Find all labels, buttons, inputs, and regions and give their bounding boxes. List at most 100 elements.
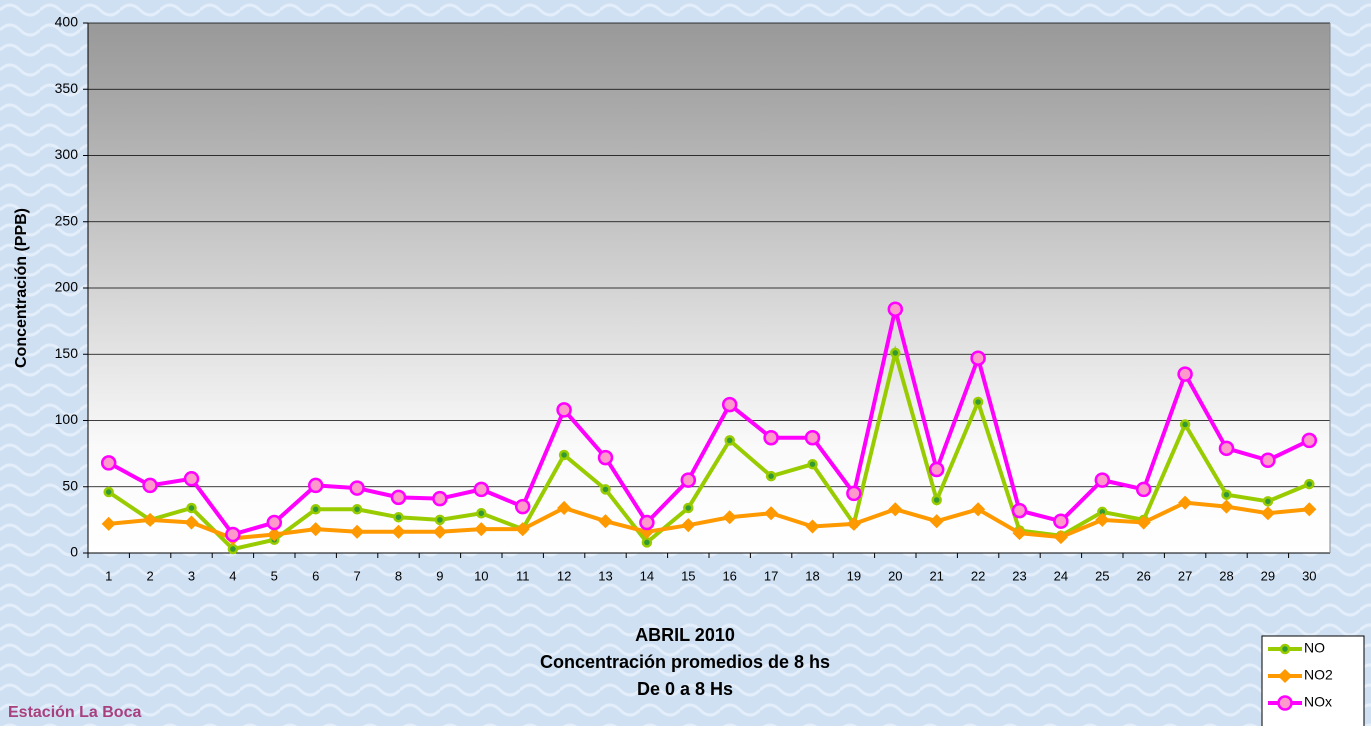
x-tick-label: 8 (395, 568, 402, 583)
data-point (312, 505, 320, 513)
data-point (930, 463, 943, 476)
data-point (684, 504, 692, 512)
data-point (1096, 474, 1109, 487)
x-tick-label: 26 (1136, 568, 1150, 583)
data-point (144, 479, 157, 492)
legend-label: NO (1304, 640, 1325, 656)
data-point (226, 528, 239, 541)
data-point (889, 303, 902, 316)
chart: Concentración (PPB) ABRIL 2010 Concentra… (0, 0, 1371, 726)
y-tick-label: 150 (55, 345, 79, 361)
x-tick-label: 14 (640, 568, 654, 583)
data-point (475, 483, 488, 496)
x-tick-label: 3 (188, 568, 195, 583)
data-point (1303, 434, 1316, 447)
x-tick-label: 30 (1302, 568, 1316, 583)
x-tick-label: 5 (271, 568, 278, 583)
data-point (436, 516, 444, 524)
legend-marker (1279, 697, 1292, 710)
x-tick-label: 19 (847, 568, 861, 583)
data-point (972, 352, 985, 365)
data-point (188, 504, 196, 512)
x-tick-label: 18 (805, 568, 819, 583)
y-tick-label: 50 (62, 477, 78, 493)
x-tick-label: 7 (353, 568, 360, 583)
x-tick-label: 12 (557, 568, 571, 583)
data-point (1220, 442, 1233, 455)
data-point (309, 479, 322, 492)
x-tick-label: 29 (1261, 568, 1275, 583)
data-point (599, 451, 612, 464)
data-point (809, 460, 817, 468)
data-point (723, 398, 736, 411)
data-point (640, 516, 653, 529)
data-point (765, 431, 778, 444)
data-point (1054, 515, 1067, 528)
data-point (726, 436, 734, 444)
data-point (392, 491, 405, 504)
data-point (602, 485, 610, 493)
data-point (558, 403, 571, 416)
data-point (974, 398, 982, 406)
data-point (767, 472, 775, 480)
legend-label: NOx (1304, 694, 1332, 710)
x-tick-label: 10 (474, 568, 488, 583)
data-point (1181, 420, 1189, 428)
data-point (1013, 504, 1026, 517)
legend-label: NO2 (1304, 667, 1333, 683)
annotation: Estación La Boca (8, 704, 141, 721)
x-tick-label: 24 (1054, 568, 1068, 583)
data-point (847, 487, 860, 500)
y-tick-label: 350 (55, 80, 79, 96)
y-axis-label: Concentración (PPB) (13, 208, 30, 368)
data-point (185, 472, 198, 485)
data-point (1261, 454, 1274, 467)
data-point (1264, 497, 1272, 505)
data-point (268, 516, 281, 529)
x-tick-label: 4 (229, 568, 236, 583)
x-tick-label: 16 (722, 568, 736, 583)
y-tick-label: 400 (55, 14, 79, 30)
x-tick-label: 28 (1219, 568, 1233, 583)
data-point (516, 500, 529, 513)
x-tick-label: 15 (681, 568, 695, 583)
y-tick-label: 300 (55, 146, 79, 162)
data-point (102, 456, 115, 469)
y-tick-label: 100 (55, 411, 79, 427)
x-tick-label: 1 (105, 568, 112, 583)
x-tick-label: 25 (1095, 568, 1109, 583)
data-point (560, 451, 568, 459)
x-tick-label: 11 (516, 568, 530, 583)
x-tick-label: 13 (598, 568, 612, 583)
x-tick-label: 27 (1178, 568, 1192, 583)
data-point (806, 431, 819, 444)
data-point (105, 488, 113, 496)
data-point (891, 349, 899, 357)
x-tick-label: 9 (436, 568, 443, 583)
chart-subtitle: De 0 a 8 Hs (637, 679, 733, 699)
data-point (353, 505, 361, 513)
y-tick-label: 250 (55, 212, 79, 228)
data-point (1137, 483, 1150, 496)
data-point (229, 545, 237, 553)
data-point (682, 474, 695, 487)
chart-title: ABRIL 2010 (635, 625, 735, 645)
data-point (395, 513, 403, 521)
data-point (477, 509, 485, 517)
data-point (933, 496, 941, 504)
x-tick-label: 22 (971, 568, 985, 583)
x-tick-label: 21 (929, 568, 943, 583)
data-point (1223, 491, 1231, 499)
x-tick-label: 17 (764, 568, 778, 583)
page: {"chart_data": {"type": "line", "title":… (0, 0, 1371, 731)
data-point (1305, 480, 1313, 488)
y-tick-label: 0 (70, 544, 78, 560)
chart-subtitle: Concentración promedios de 8 hs (540, 652, 830, 672)
x-tick-label: 23 (1012, 568, 1026, 583)
data-point (1179, 368, 1192, 381)
x-tick-label: 20 (888, 568, 902, 583)
legend-marker (1281, 645, 1289, 653)
x-tick-label: 2 (146, 568, 153, 583)
x-tick-label: 6 (312, 568, 319, 583)
data-point (351, 482, 364, 495)
